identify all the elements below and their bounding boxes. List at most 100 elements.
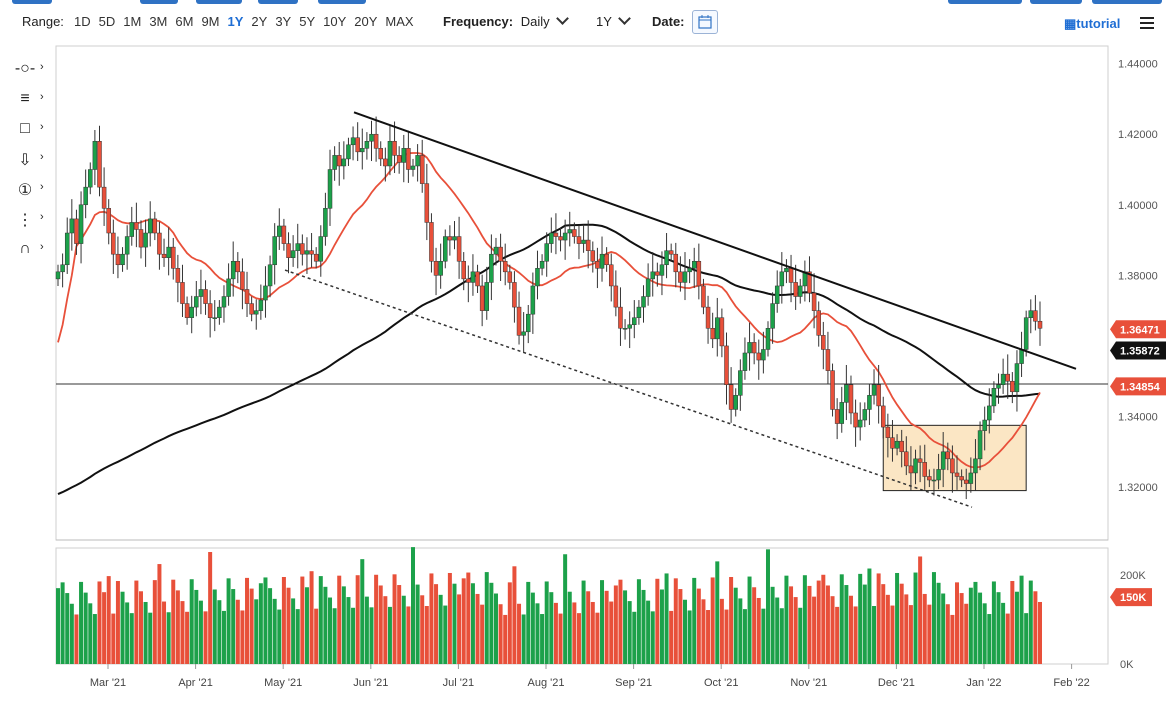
y-tick-label: 1.44000	[1118, 59, 1158, 71]
candle-body	[761, 349, 766, 361]
range-5d[interactable]: 5D	[98, 14, 116, 29]
x-tick-label: Aug '21	[528, 677, 565, 689]
toolbar: Range: 1D 5D 1M 3M 6M 9M 1Y 2Y 3Y 5Y 10Y 20Y MAX Fre…	[0, 0, 1170, 44]
frequency-select[interactable]: Daily	[521, 12, 569, 29]
volume-bar	[291, 598, 296, 664]
volume-bar	[420, 595, 425, 664]
candle-body	[613, 285, 619, 308]
candle-body	[973, 458, 978, 474]
volume-bar	[180, 601, 185, 664]
volume-bar	[572, 602, 577, 664]
range-20y[interactable]: 20Y	[354, 14, 378, 29]
candle-body	[867, 395, 872, 410]
range-1m[interactable]: 1M	[123, 14, 142, 29]
volume-bar	[503, 614, 508, 664]
shape-tool[interactable]: □ ›	[12, 120, 50, 142]
volume-bar	[512, 566, 517, 664]
candle-body	[230, 260, 236, 280]
range-max[interactable]: MAX	[385, 14, 414, 29]
candle-body	[318, 236, 324, 262]
volume-bar	[825, 585, 830, 664]
volume-bar	[798, 607, 803, 664]
pattern-tool[interactable]: ⋮ ›	[12, 210, 50, 232]
menu-icon[interactable]	[1140, 17, 1154, 32]
volume-bar	[586, 591, 591, 664]
fib-tool[interactable]: ≡ ›	[12, 90, 50, 112]
volume-bar	[784, 575, 789, 664]
candle-body	[64, 232, 70, 266]
date-picker-button[interactable]	[692, 10, 718, 34]
candle-body	[636, 306, 642, 318]
range-2y[interactable]: 2Y	[251, 14, 268, 29]
candle-body	[424, 183, 430, 223]
period-select[interactable]: 1Y	[596, 12, 631, 31]
volume-bar	[609, 601, 614, 664]
candle-body	[521, 331, 526, 336]
candle-body	[475, 271, 480, 287]
volume-bar	[489, 582, 494, 664]
y-tick-label: 1.38000	[1118, 270, 1158, 282]
candle-body	[682, 271, 688, 283]
volume-bar	[692, 577, 697, 664]
crosshair-tool[interactable]: -○- ›	[12, 60, 50, 82]
volume-bar	[221, 610, 226, 664]
annotation-tool[interactable]: ① ›	[12, 180, 50, 202]
volume-bar	[913, 572, 918, 664]
candle-body	[88, 169, 93, 188]
candle-body	[281, 225, 287, 244]
volume-bar	[92, 614, 97, 664]
price-badge: 1.34854	[1110, 377, 1166, 396]
candle-body	[585, 239, 591, 251]
candle-body	[715, 317, 720, 340]
candle-body	[738, 370, 743, 396]
x-tick-label: May '21	[264, 677, 302, 689]
candle-body	[447, 236, 453, 241]
magnet-tool[interactable]: ∩ ›	[12, 240, 50, 262]
range-10y[interactable]: 10Y	[323, 14, 347, 29]
volume-bar	[650, 611, 655, 664]
chevron-right-icon: ›	[40, 241, 44, 253]
candle-body	[443, 236, 448, 262]
candle-body	[774, 285, 780, 304]
candle-body	[203, 289, 208, 304]
candle-body	[461, 260, 466, 280]
volume-bar	[687, 610, 692, 664]
candle-body	[927, 476, 932, 481]
volume-bar	[106, 576, 111, 664]
candle-body	[590, 250, 596, 262]
volume-bar	[406, 606, 411, 664]
volume-bar	[447, 572, 452, 664]
candle-body	[249, 303, 254, 315]
range-1d[interactable]: 1D	[74, 14, 91, 29]
volume-bar	[890, 605, 895, 664]
arrow-tool[interactable]: ⇩ ›	[12, 150, 50, 172]
volume-bar	[904, 594, 909, 664]
volume-bar	[1028, 580, 1033, 664]
range-6m[interactable]: 6M	[175, 14, 194, 29]
fib-icon: ≡	[20, 90, 30, 107]
range-1y[interactable]: 1Y	[227, 14, 244, 29]
volume-bar	[747, 576, 752, 664]
candle-body	[705, 306, 711, 329]
range-3m[interactable]: 3M	[149, 14, 168, 29]
candle-body	[650, 271, 655, 280]
candle-body	[217, 306, 222, 318]
volume-bar	[1014, 591, 1019, 664]
volume-bar	[655, 578, 660, 664]
candle-body	[922, 462, 927, 477]
volume-bar	[1033, 591, 1038, 664]
volume-bar	[166, 612, 171, 664]
candle-body	[719, 317, 725, 347]
candle-body	[290, 250, 296, 258]
range-3y[interactable]: 3Y	[275, 14, 292, 29]
candle-body	[821, 335, 826, 350]
volume-bar	[337, 575, 342, 664]
volume-bar	[816, 580, 821, 664]
range-5y[interactable]: 5Y	[299, 14, 316, 29]
candle-body	[392, 141, 397, 156]
calendar-icon	[698, 15, 712, 29]
tutorial-link[interactable]: ▦tutorial	[1064, 16, 1120, 32]
range-9m[interactable]: 9M	[201, 14, 220, 29]
volume-bar	[945, 604, 950, 664]
